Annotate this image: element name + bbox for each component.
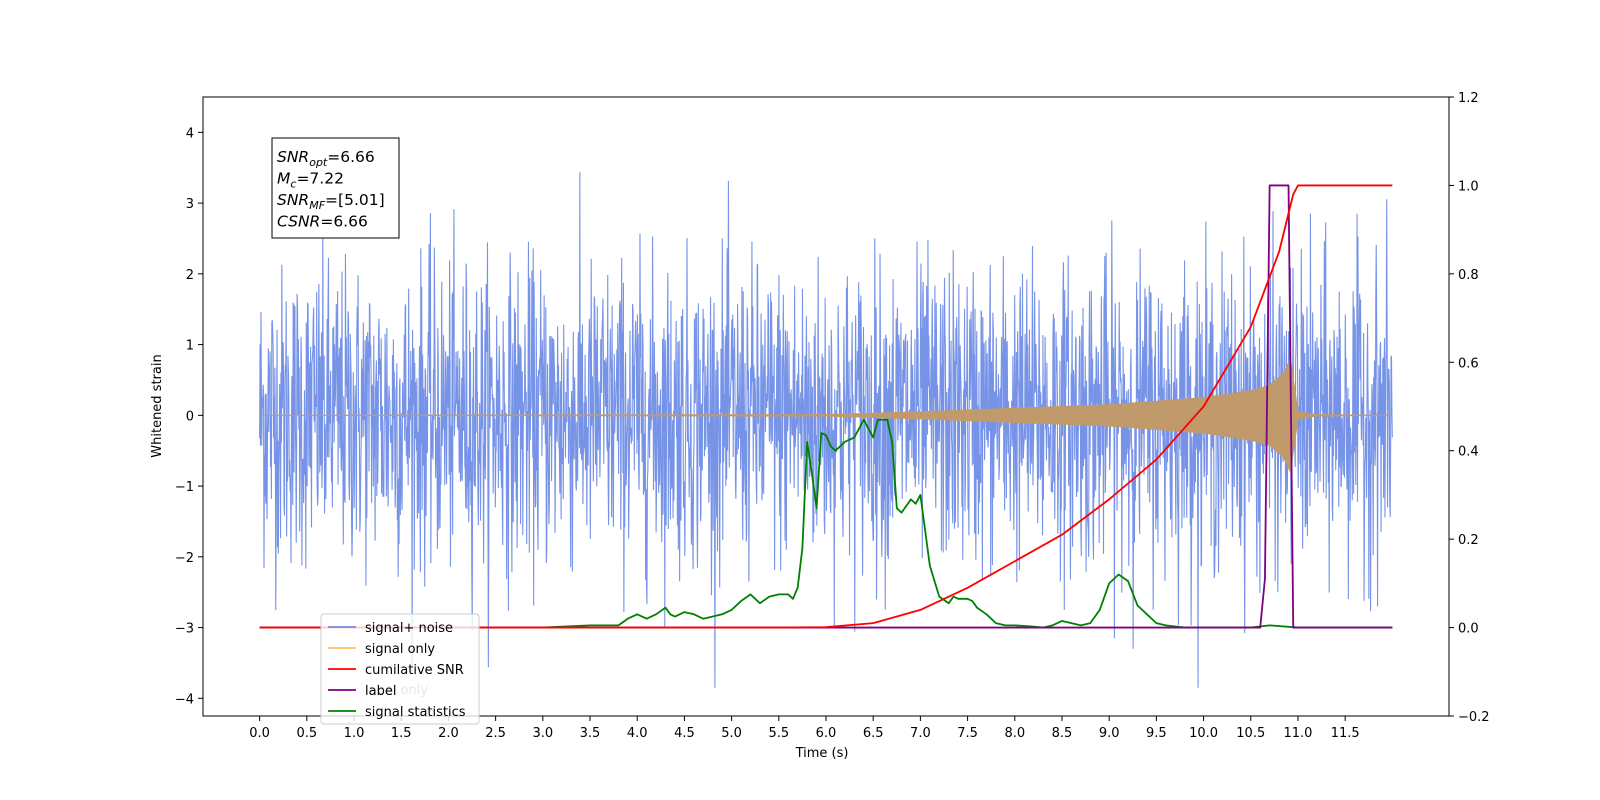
legend-label: cumilative SNR xyxy=(365,663,464,678)
x-tick-label: 11.0 xyxy=(1283,726,1312,741)
y-left-tick-label: −1 xyxy=(175,480,194,495)
y-left-tick-label: −4 xyxy=(175,692,194,707)
legend-label: signal+ noise xyxy=(365,621,453,636)
y-right-tick-label: 1.0 xyxy=(1458,179,1479,194)
x-axis-label: Time (s) xyxy=(795,746,849,761)
y-right-tick-label: 0.8 xyxy=(1458,268,1479,283)
legend-label: signal only xyxy=(365,642,435,657)
legend-label: signal statistics xyxy=(365,705,466,720)
y-left-tick-label: 2 xyxy=(186,268,194,283)
legend-frame xyxy=(320,613,480,725)
y-right-tick-label: 0.6 xyxy=(1458,356,1479,371)
y-right-tick-label: 0.0 xyxy=(1458,622,1479,637)
x-tick-label: 6.5 xyxy=(863,726,884,741)
y-left-tick-label: −2 xyxy=(175,551,194,566)
x-tick-label: 8.5 xyxy=(1052,726,1073,741)
x-tick-label: 5.0 xyxy=(721,726,742,741)
x-axis: 0.0 0.5 1.0 1.5 2.0 2.5 3.0 3.5 4.0 4.5 5.0 5.5 6.0 6… xyxy=(249,716,1360,741)
info-main: SNR xyxy=(277,191,309,209)
info-box-line: Mc=7.22 xyxy=(277,170,344,191)
y-right-tick-label: 1.2 xyxy=(1458,91,1479,106)
info-value: =[5.01] xyxy=(325,191,385,209)
x-tick-label: 7.0 xyxy=(910,726,931,741)
x-tick-label: 6.0 xyxy=(816,726,837,741)
y-left-tick-label: 0 xyxy=(186,409,194,424)
info-box-line: SNRopt=6.66 xyxy=(277,148,375,169)
x-tick-label: 0.0 xyxy=(249,726,270,741)
info-main: M xyxy=(277,170,290,188)
x-tick-label: 8.0 xyxy=(1004,726,1025,741)
y-right-tick-label: 0.2 xyxy=(1458,533,1479,548)
x-tick-label: 7.5 xyxy=(957,726,978,741)
y-left-tick-label: 1 xyxy=(186,339,194,354)
y-axis-left: 4 3 2 1 0 −1 −2 −3 −4 xyxy=(175,126,203,707)
series-signal-statistics xyxy=(259,418,1393,629)
x-tick-label: 9.0 xyxy=(1099,726,1120,741)
y-left-tick-label: 4 xyxy=(186,126,194,141)
y-left-tick-label: 3 xyxy=(186,197,194,212)
info-sub: opt xyxy=(309,156,328,169)
y-right-tick-label: 0.4 xyxy=(1458,445,1479,460)
y-right-tick-label: −0.2 xyxy=(1458,710,1490,725)
info-box-frame xyxy=(271,137,400,239)
series-signal-only xyxy=(259,357,1393,474)
series-signal-noise xyxy=(259,172,1393,688)
legend-label: label xyxy=(365,684,396,699)
info-sub: MF xyxy=(309,199,325,212)
y-axis-label: Whitened strain xyxy=(150,354,165,457)
x-tick-label: 0.5 xyxy=(296,726,317,741)
info-box-line: CSNR=6.66 xyxy=(277,213,368,231)
info-value: =6.66 xyxy=(320,213,368,231)
x-tick-label: 2.5 xyxy=(485,726,506,741)
series-label xyxy=(259,184,1393,629)
legend: label only signal+ noise signal only cumila… xyxy=(320,613,480,725)
series-cumulative-snr xyxy=(259,184,1393,629)
info-value: =6.66 xyxy=(327,148,375,166)
x-tick-label: 1.5 xyxy=(391,726,412,741)
plot-area xyxy=(202,96,1450,717)
y-axis-right: 1.2 1.0 0.8 0.6 0.4 0.2 0.0 −0.2 xyxy=(1449,91,1490,725)
x-tick-label: 5.5 xyxy=(768,726,789,741)
x-tick-label: 2.0 xyxy=(438,726,459,741)
y-left-tick-label: −3 xyxy=(175,622,194,637)
info-main: CSNR xyxy=(277,213,320,231)
info-main: SNR xyxy=(277,148,309,166)
legend-hidden-text: label only xyxy=(365,683,428,698)
x-tick-label: 4.0 xyxy=(627,726,648,741)
info-sub: c xyxy=(290,178,296,191)
x-tick-label: 3.5 xyxy=(580,726,601,741)
x-tick-label: 3.0 xyxy=(532,726,553,741)
x-tick-label: 10.5 xyxy=(1236,726,1265,741)
x-tick-label: 11.5 xyxy=(1331,726,1360,741)
series-layer xyxy=(259,172,1393,688)
x-tick-label: 10.0 xyxy=(1189,726,1218,741)
x-tick-label: 9.5 xyxy=(1146,726,1167,741)
x-tick-label: 4.5 xyxy=(674,726,695,741)
info-box-line: SNRMF=[5.01] xyxy=(277,191,385,212)
x-tick-label: 1.0 xyxy=(344,726,365,741)
info-value: =7.22 xyxy=(296,170,344,188)
